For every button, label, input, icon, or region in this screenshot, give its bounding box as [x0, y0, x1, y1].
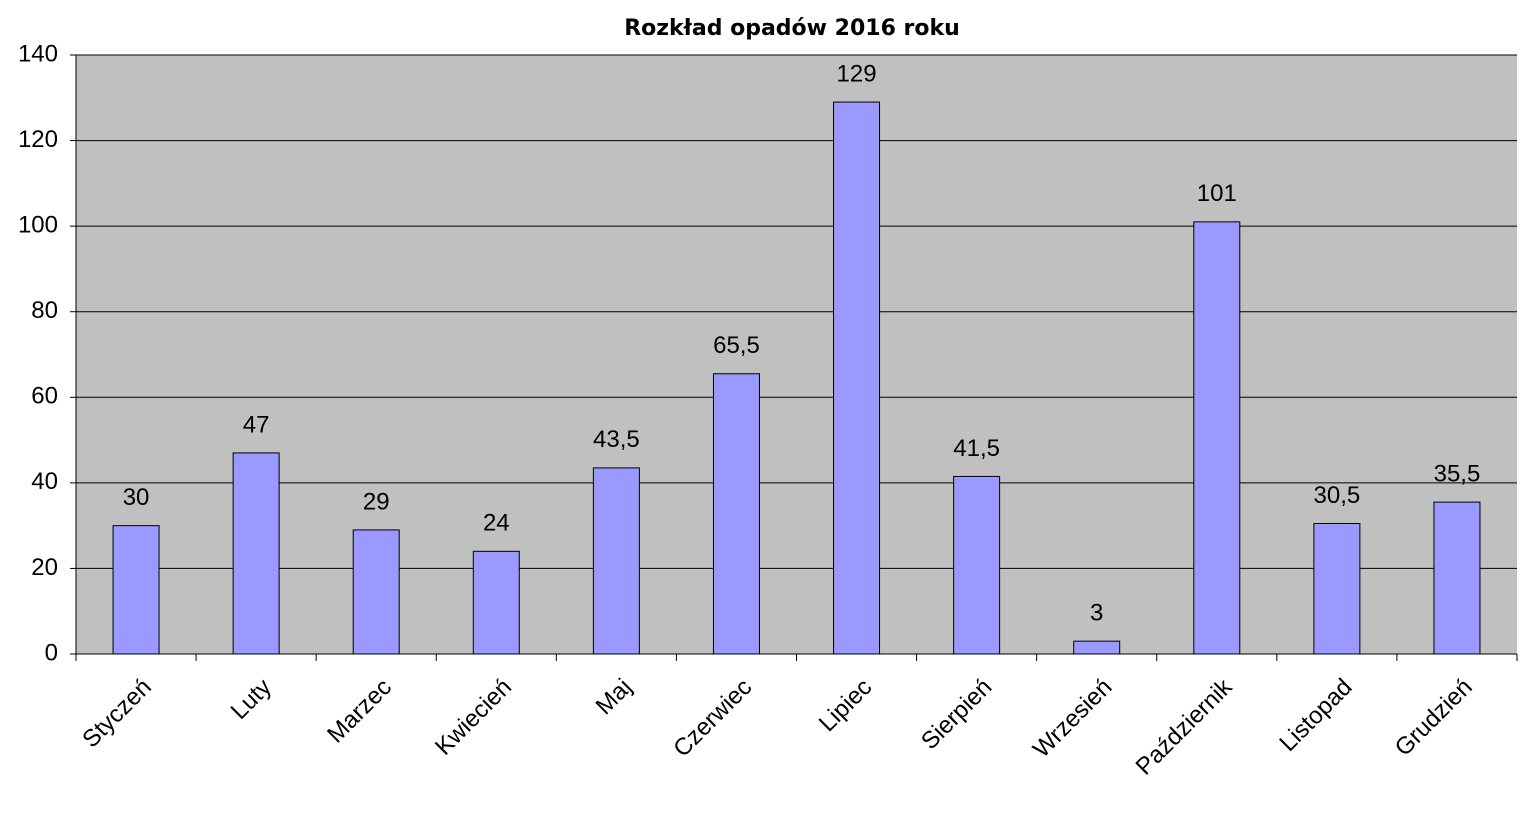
bar [232, 452, 280, 655]
bar [592, 467, 640, 655]
plot-area [76, 55, 1517, 654]
chart-title: Rozkład opadów 2016 roku [624, 16, 960, 41]
data-label: 30,5 [1314, 482, 1361, 509]
data-label: 101 [1197, 180, 1237, 207]
bar [352, 529, 400, 655]
bar [1313, 523, 1361, 655]
y-tick-label: 140 [18, 40, 58, 67]
bar [472, 550, 520, 655]
bar [112, 525, 160, 655]
x-tick-label: Sierpień [916, 674, 997, 755]
y-tick-label: 80 [31, 297, 58, 324]
y-tick-label: 100 [18, 211, 58, 238]
bar [953, 475, 1001, 655]
x-tick-label: Kwiecień [430, 674, 517, 761]
data-label: 24 [483, 510, 510, 537]
bar [1193, 221, 1241, 655]
data-label: 30 [123, 484, 150, 511]
data-label: 41,5 [953, 435, 1000, 462]
x-tick-label: Lipiec [814, 674, 877, 737]
x-tick-label: Wrzesień [1028, 674, 1118, 764]
data-label: 43,5 [593, 426, 640, 453]
data-label: 47 [243, 411, 270, 438]
x-tick-label: Luty [226, 674, 277, 725]
data-label: 65,5 [713, 332, 760, 359]
x-tick-label: Marzec [322, 674, 397, 749]
data-label: 35,5 [1434, 460, 1481, 487]
x-tick-label: Grudzień [1390, 674, 1478, 762]
y-tick-label: 60 [31, 383, 58, 410]
data-label: 3 [1090, 600, 1103, 627]
data-label: 129 [837, 60, 877, 87]
x-tick-label: Maj [591, 674, 637, 720]
bar [712, 373, 760, 655]
bar [833, 101, 881, 655]
bar [1433, 501, 1481, 655]
x-tick-label: Listopad [1274, 674, 1357, 757]
data-label: 29 [363, 488, 390, 515]
x-tick-label: Październik [1131, 673, 1239, 781]
y-tick-label: 20 [31, 554, 58, 581]
y-tick-label: 120 [18, 126, 58, 153]
bar [1073, 640, 1121, 655]
y-tick-label: 0 [45, 639, 58, 666]
x-tick-label: Styczeń [77, 674, 156, 753]
y-tick-label: 40 [31, 468, 58, 495]
x-tick-label: Czerwiec [668, 674, 757, 763]
